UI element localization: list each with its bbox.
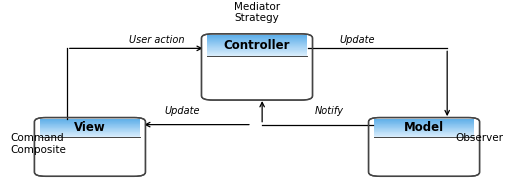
Bar <box>40 136 140 137</box>
Bar <box>40 127 140 128</box>
Bar <box>207 35 307 36</box>
Bar <box>207 41 307 42</box>
Bar <box>40 136 140 137</box>
Bar <box>40 133 140 134</box>
Bar <box>207 43 307 44</box>
Bar <box>374 131 474 132</box>
Bar <box>207 50 307 51</box>
Bar <box>374 134 474 135</box>
Bar <box>374 129 474 130</box>
Bar <box>40 130 140 131</box>
Bar <box>40 131 140 132</box>
Bar <box>40 126 140 127</box>
Text: Observer: Observer <box>456 133 504 143</box>
Bar <box>207 48 307 49</box>
Text: User action: User action <box>129 35 185 45</box>
Bar <box>40 121 140 122</box>
Bar <box>374 121 474 122</box>
Bar <box>374 126 474 127</box>
Bar <box>207 50 307 51</box>
Bar <box>207 38 307 39</box>
Bar <box>40 126 140 127</box>
Bar <box>207 47 307 48</box>
Bar <box>40 132 140 133</box>
FancyBboxPatch shape <box>201 34 313 100</box>
Bar <box>207 39 307 40</box>
Bar <box>40 121 140 122</box>
Bar <box>374 130 474 131</box>
Bar <box>374 122 474 123</box>
Bar <box>374 131 474 132</box>
Bar <box>40 119 140 120</box>
Bar <box>374 124 474 125</box>
Bar <box>207 43 307 44</box>
Text: Notify: Notify <box>315 106 343 116</box>
Bar <box>207 54 307 55</box>
Text: Command
Composite: Command Composite <box>10 133 66 155</box>
Bar <box>207 51 307 52</box>
Bar <box>374 128 474 129</box>
Bar <box>40 120 140 121</box>
Bar <box>207 42 307 43</box>
Bar <box>40 134 140 135</box>
Bar <box>40 122 140 123</box>
Text: Model: Model <box>404 121 444 134</box>
Bar <box>40 127 140 128</box>
Bar <box>40 129 140 130</box>
Bar <box>207 37 307 38</box>
Bar <box>374 136 474 137</box>
Bar <box>374 134 474 135</box>
Bar <box>40 131 140 132</box>
Text: Controller: Controller <box>224 39 290 52</box>
Bar <box>40 134 140 135</box>
Bar <box>207 53 307 54</box>
Bar <box>374 132 474 133</box>
Bar <box>40 130 140 131</box>
Bar <box>40 135 140 136</box>
Bar <box>374 135 474 136</box>
Bar <box>374 125 474 126</box>
Bar <box>374 130 474 131</box>
Bar <box>207 52 307 53</box>
Bar <box>374 133 474 134</box>
Bar <box>40 123 140 124</box>
Bar <box>40 125 140 126</box>
Bar <box>374 122 474 123</box>
Bar <box>374 121 474 122</box>
FancyBboxPatch shape <box>34 118 145 176</box>
Bar <box>207 49 307 50</box>
FancyBboxPatch shape <box>369 118 480 176</box>
Bar <box>374 123 474 124</box>
Text: Mediator
Strategy: Mediator Strategy <box>234 2 280 23</box>
Bar <box>40 135 140 136</box>
Bar <box>207 48 307 49</box>
Bar <box>40 123 140 124</box>
Bar <box>374 136 474 137</box>
Bar <box>207 36 307 37</box>
Bar <box>374 127 474 128</box>
Bar <box>207 44 307 45</box>
Bar <box>374 119 474 120</box>
Bar <box>374 123 474 124</box>
Text: Update: Update <box>339 35 375 45</box>
Bar <box>207 53 307 54</box>
Bar <box>207 51 307 52</box>
Bar <box>374 135 474 136</box>
Bar <box>374 120 474 121</box>
Text: Update: Update <box>164 106 200 116</box>
Bar <box>40 128 140 129</box>
Bar <box>374 126 474 127</box>
Bar <box>40 124 140 125</box>
Bar <box>207 46 307 47</box>
Text: View: View <box>74 121 106 134</box>
Bar <box>374 127 474 128</box>
Bar <box>207 55 307 56</box>
Bar <box>40 122 140 123</box>
Bar <box>207 40 307 41</box>
Bar <box>207 45 307 46</box>
